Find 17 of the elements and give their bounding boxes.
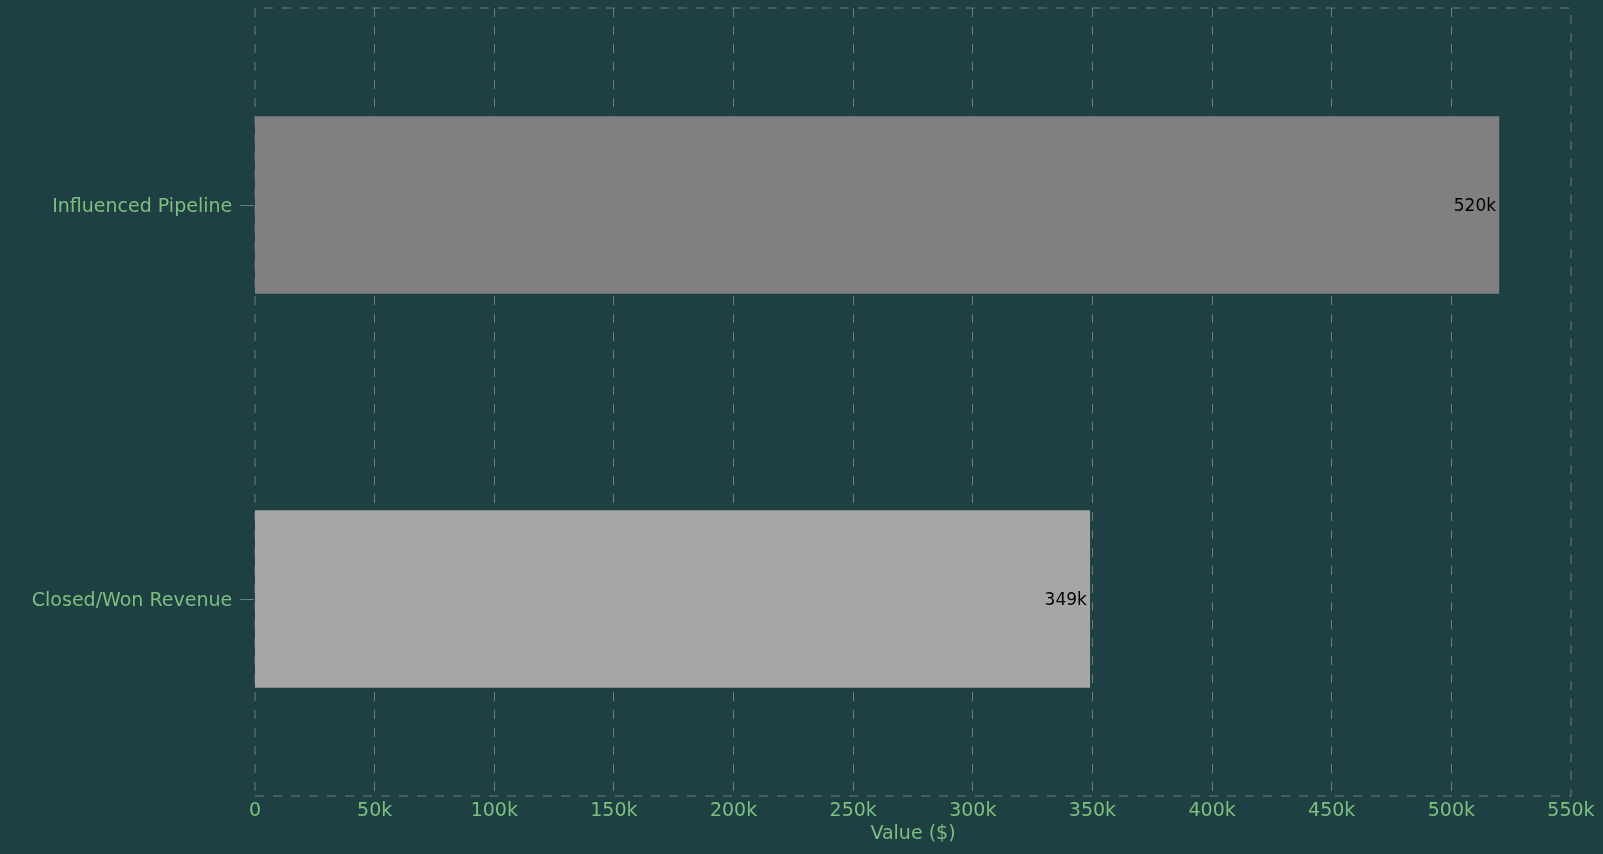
x-tick-label: 0 [248, 798, 262, 820]
x-tick-label: 150k [590, 798, 638, 820]
x-tick-label: 550k [1547, 798, 1595, 820]
x-tick-label: 300k [949, 798, 997, 820]
x-tick-label: 200k [709, 798, 758, 820]
x-tick-label: 350k [1068, 798, 1117, 820]
data-label: 349k [1044, 589, 1088, 609]
x-tick-label: 100k [470, 798, 518, 820]
x-tick-label: 500k [1427, 798, 1475, 820]
x-axis-title: Value ($) [870, 820, 956, 843]
x-tick-label: 400k [1188, 798, 1236, 820]
x-tick-label: 450k [1308, 798, 1356, 820]
y-tick-label: Influenced Pipeline [52, 193, 233, 216]
x-tick-label: 50k [357, 798, 393, 820]
data-label: 520k [1453, 195, 1497, 215]
y-tick-label: Closed/Won Revenue [31, 587, 233, 610]
x-tick-label: 250k [829, 798, 877, 820]
